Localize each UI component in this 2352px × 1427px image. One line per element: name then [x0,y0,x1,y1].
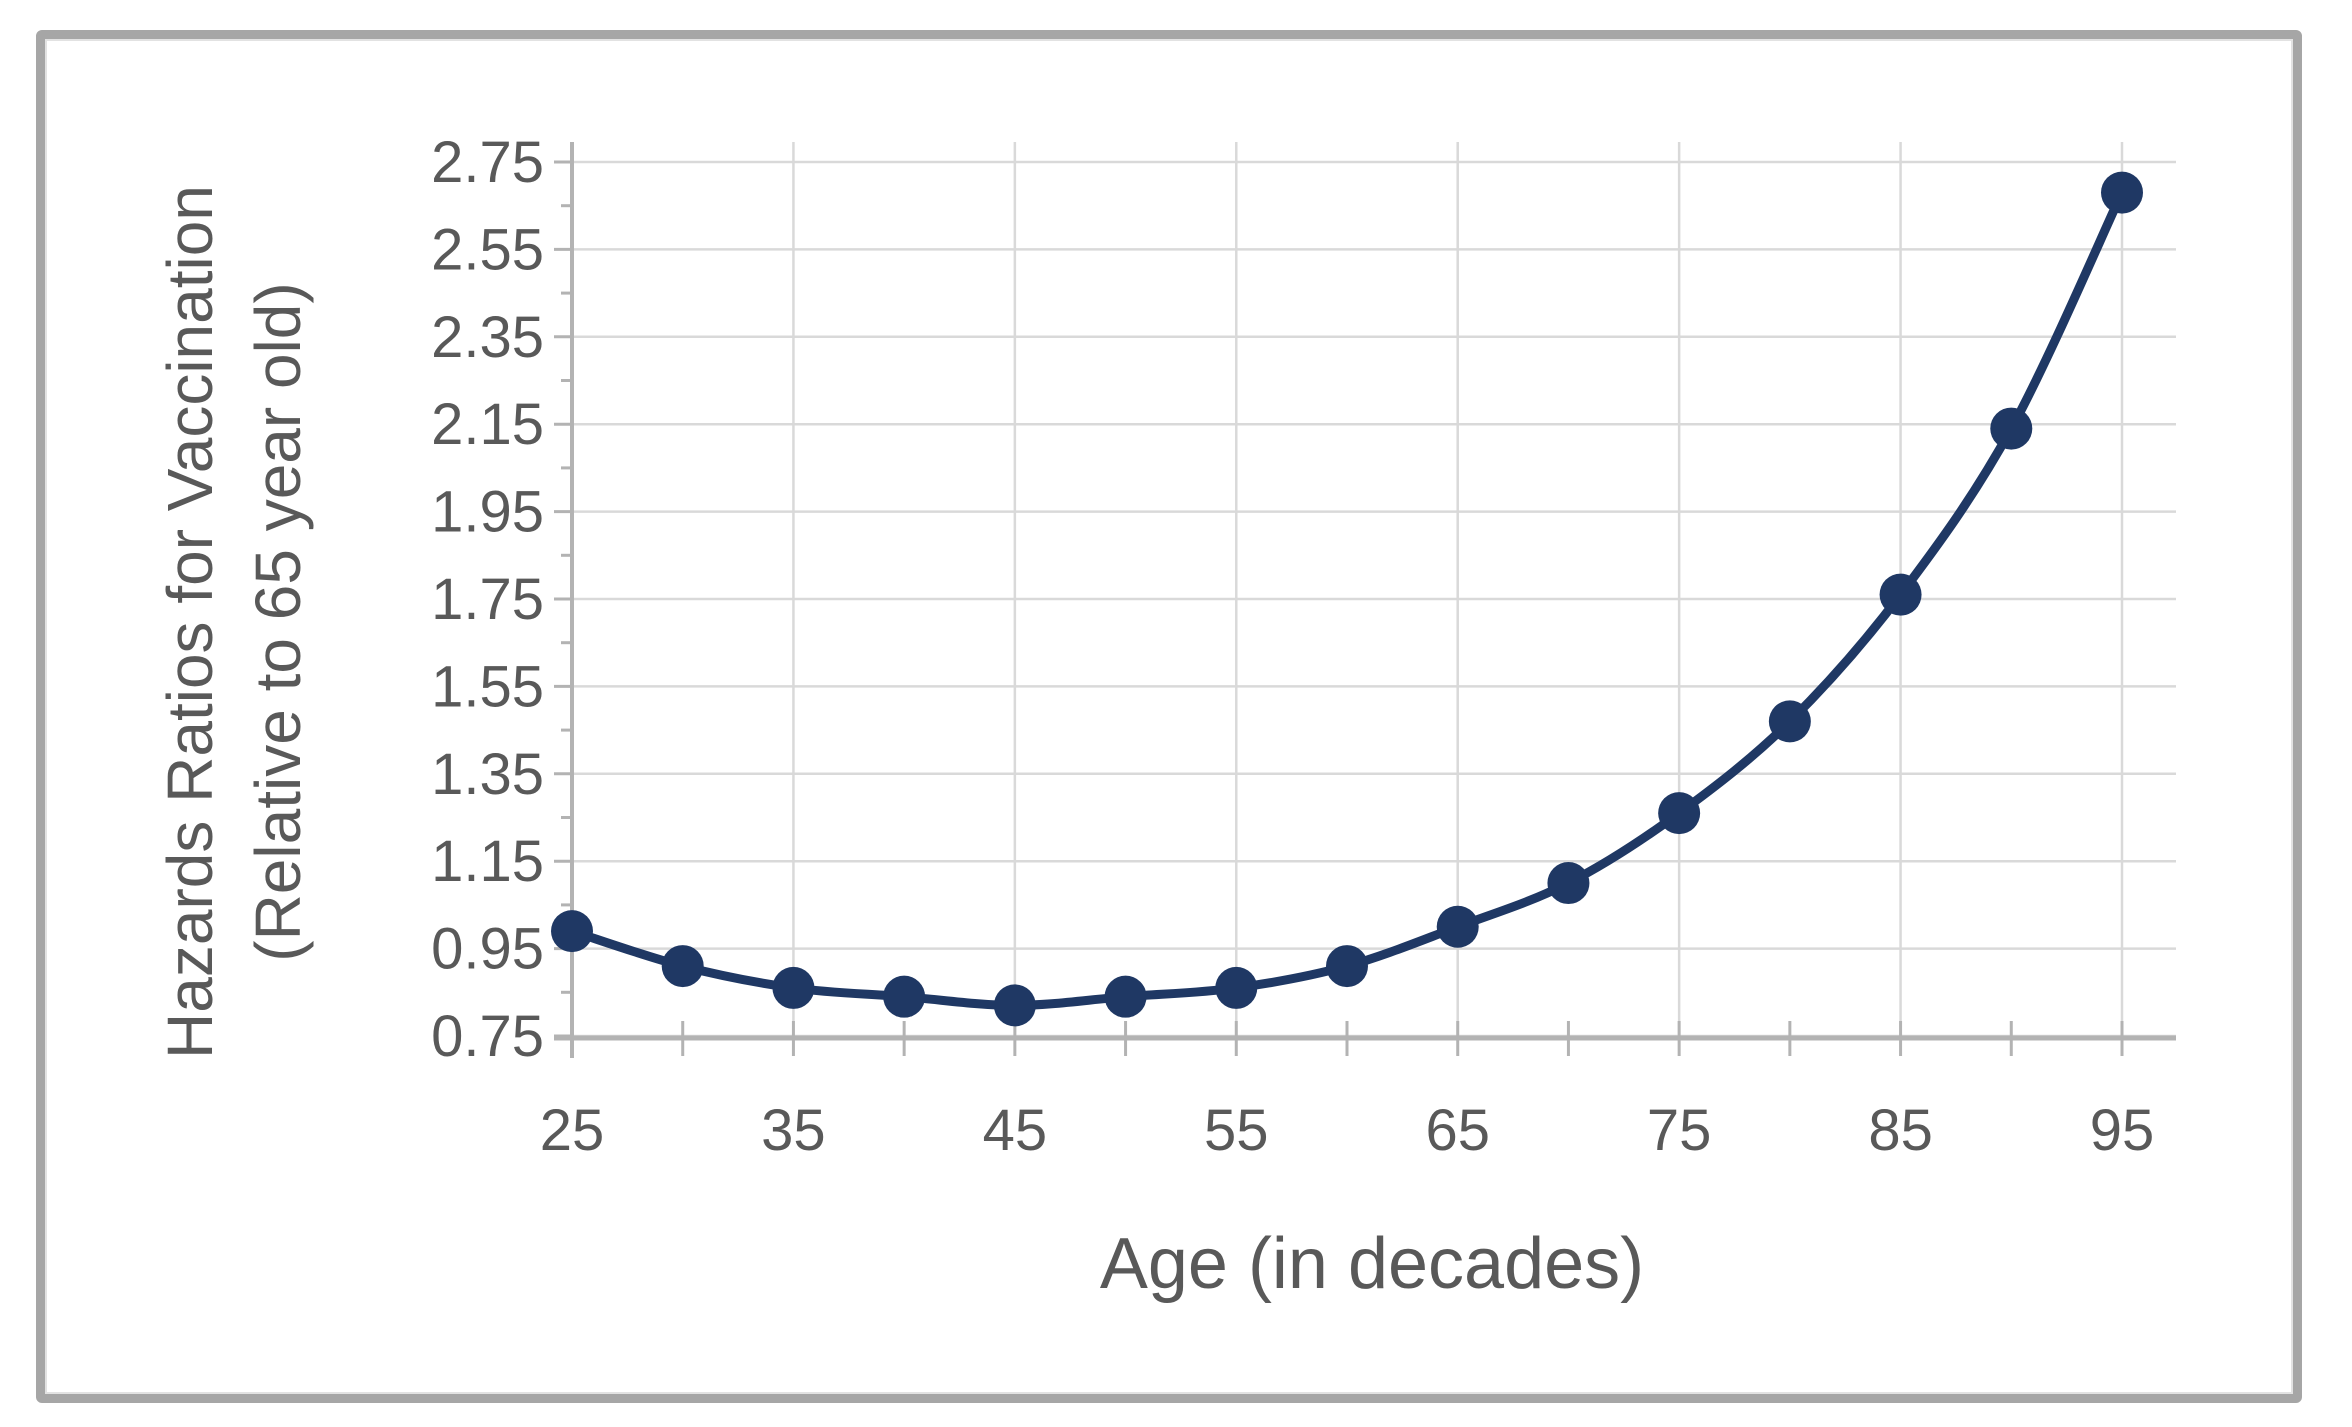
data-point-marker [1658,792,1701,835]
data-point-marker [551,910,593,953]
y-tick-label: 1.75 [431,567,544,632]
data-point-marker [1215,966,1258,1009]
data-point-marker [1990,407,2033,450]
data-point-marker [993,984,1036,1027]
y-tick-label: 2.55 [431,217,544,282]
x-tick-label: 35 [761,1098,826,1163]
axes [554,142,2176,1058]
data-series [551,171,2143,1027]
y-tick-label: 2.35 [431,305,544,370]
data-point-marker [1104,975,1147,1018]
tick-labels: 0.75 0.95 1.15 1.35 1.55 1.75 1.95 2.15 2.35 2.55… [431,130,2154,1163]
x-tick-label: 25 [540,1098,605,1163]
y-tick-label: 0.75 [431,1004,544,1069]
data-point-marker [1326,945,1368,988]
data-point-marker [883,975,926,1018]
x-tick-label: 65 [1425,1098,1490,1163]
y-tick-label: 1.15 [431,829,544,894]
y-tick-label: 1.35 [431,742,544,807]
x-tick-label: 45 [983,1098,1048,1163]
chart-frame [36,30,2302,1403]
x-tick-label: 55 [1204,1098,1269,1163]
hazard-ratio-line [567,188,2127,1010]
data-point-marker [1879,573,1922,616]
data-point-marker [772,966,815,1009]
data-point-marker [1436,905,1479,948]
x-tick-label: 95 [2090,1098,2155,1163]
y-tick-label: 2.75 [431,130,544,195]
y-tick-label: 0.95 [431,917,544,982]
data-point-marker [1547,862,1590,905]
data-point-marker [2101,171,2143,214]
y-axis-title-line2: (Relative to 65 year old) [242,282,314,961]
x-tick-label: 75 [1647,1098,1712,1163]
y-tick-label: 1.55 [431,654,544,719]
x-axis-title: Age (in decades) [1100,1224,1644,1304]
x-tick-label: 85 [1868,1098,1933,1163]
data-point-marker [1768,700,1811,743]
y-tick-label: 1.95 [431,480,544,545]
data-point-marker [661,945,704,988]
y-axis-title-line1: Hazards Ratios for Vaccination [154,185,226,1059]
y-tick-label: 2.15 [431,392,544,457]
gridlines [570,142,2176,1038]
